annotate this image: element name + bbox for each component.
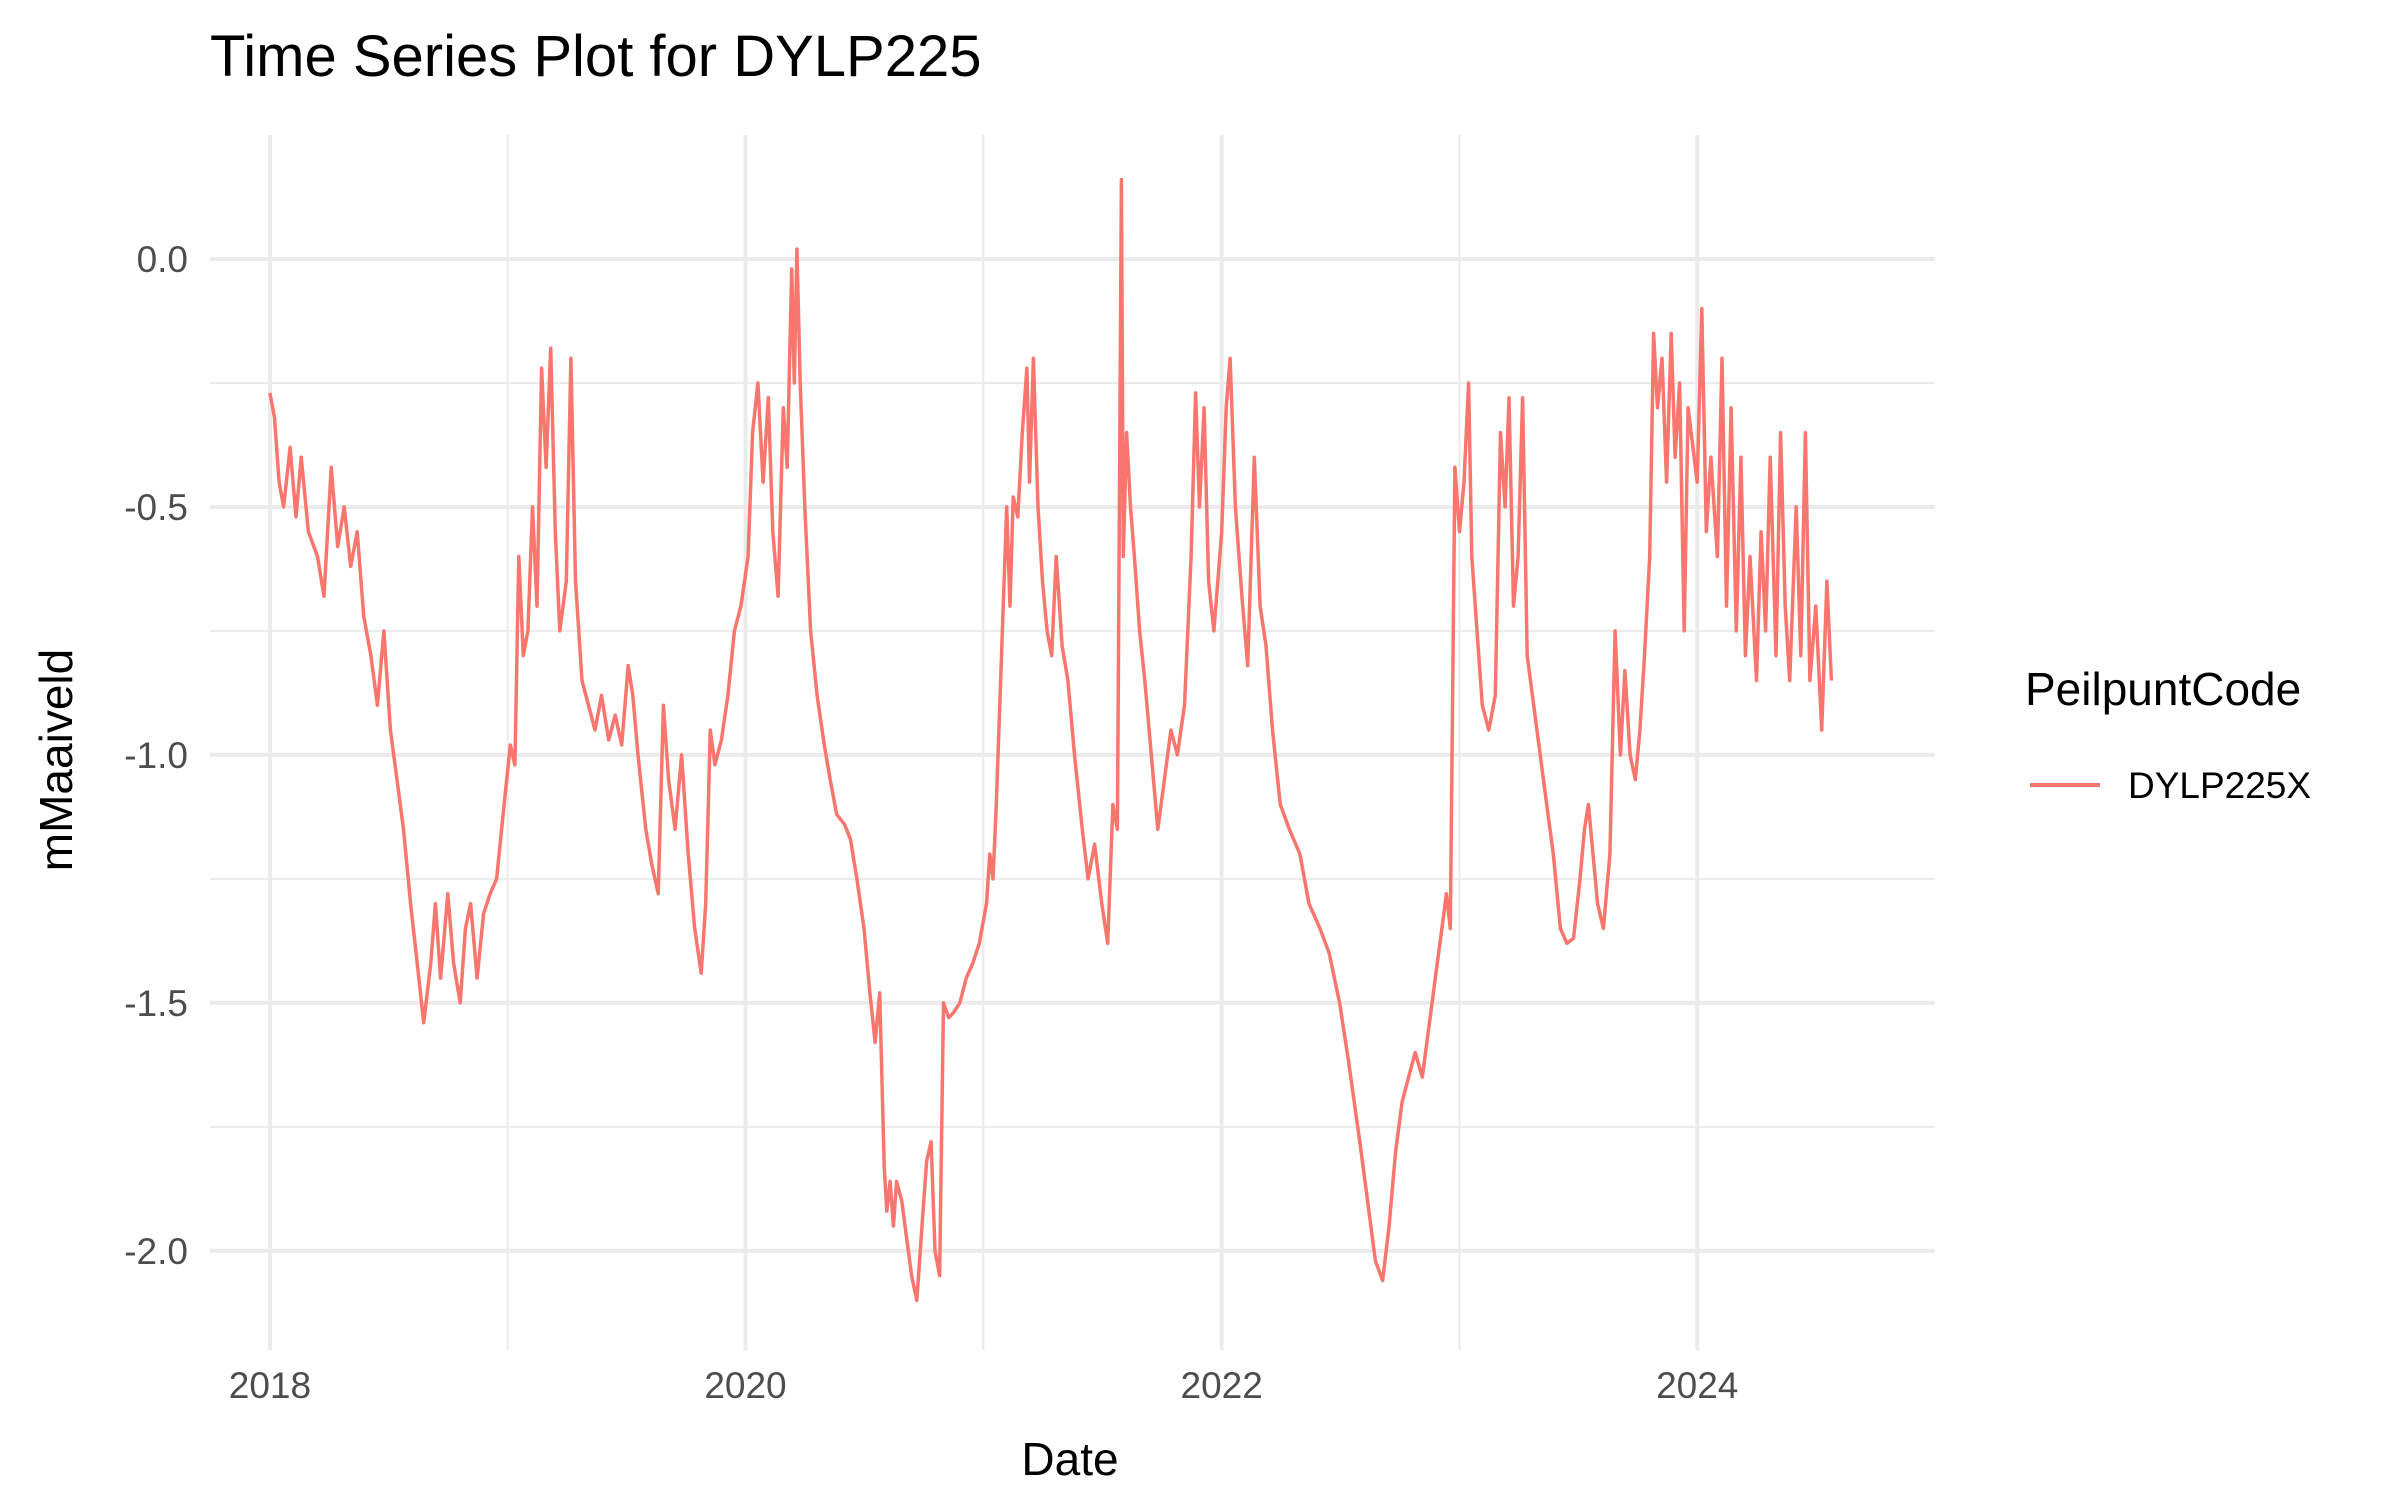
- legend-label-dylp225x: DYLP225X: [2128, 765, 2311, 806]
- y-tick-label: 0.0: [137, 239, 188, 280]
- y-tick-label: -0.5: [124, 487, 188, 528]
- x-axis-title: Date: [1021, 1433, 1118, 1485]
- x-tick-label: 2020: [704, 1365, 786, 1406]
- y-tick-label: -2.0: [124, 1231, 188, 1272]
- series-layer: [268, 177, 1834, 1303]
- y-tick-label: -1.5: [124, 983, 188, 1024]
- axis-labels-layer: 0.0 -0.5 -1.0 -1.5 -2.0 2018 2020 2022 2024: [124, 239, 1738, 1406]
- x-tick-label: 2024: [1656, 1365, 1738, 1406]
- x-tick-label: 2022: [1181, 1365, 1263, 1406]
- y-axis-title: mMaaiveld: [30, 649, 82, 871]
- legend: PeilpuntCode DYLP225X: [2025, 663, 2311, 806]
- legend-title: PeilpuntCode: [2025, 663, 2301, 715]
- series-line-dylp225x: [268, 177, 1834, 1303]
- chart-title: Time Series Plot for DYLP225: [210, 24, 982, 89]
- y-tick-label: -1.0: [124, 735, 188, 776]
- grid-layer: [210, 135, 1935, 1350]
- x-tick-label: 2018: [229, 1365, 311, 1406]
